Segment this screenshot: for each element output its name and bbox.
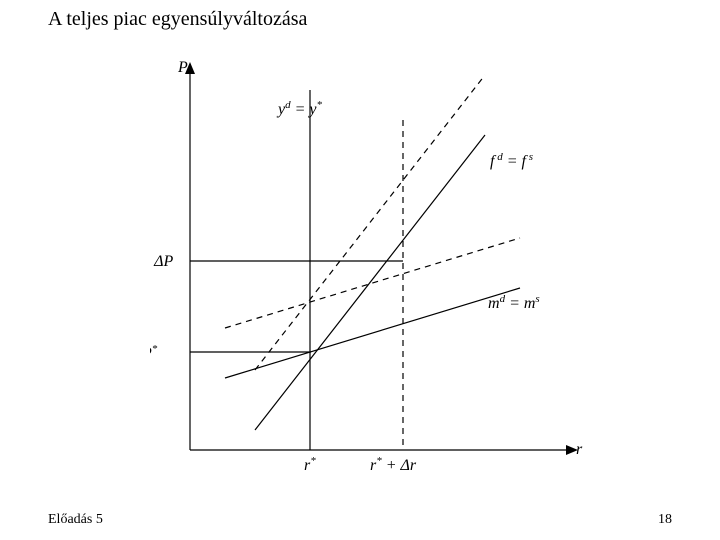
yd-ystar-label: yd = y* (276, 99, 323, 118)
rstar-label: r* (304, 455, 316, 474)
rstar-dr-label: r* + Δr (370, 455, 417, 474)
x-axis-label: r (576, 441, 583, 458)
chart-svg: P r yd = y* P* + ΔP P* r* r* + Δr f d = … (150, 50, 590, 490)
md-ms-label: md = ms (488, 293, 540, 312)
footer-right: 18 (658, 512, 672, 528)
steep-solid-line (255, 135, 485, 430)
footer-left: Előadás 5 (48, 512, 103, 528)
equilibrium-chart: P r yd = y* P* + ΔP P* r* r* + Δr f d = … (150, 50, 590, 490)
steep-dashed-line (255, 75, 485, 370)
shallow-solid-line (225, 288, 520, 378)
slide-title: A teljes piac egyensúlyváltozása (48, 8, 307, 31)
axes (185, 62, 578, 455)
fd-fs-label: f d = f s (490, 151, 533, 170)
pstar-dp-label: P* + ΔP (150, 251, 173, 270)
pstar-label: P* (150, 343, 158, 362)
shallow-dashed-line (225, 238, 520, 328)
y-axis-label: P (177, 59, 188, 76)
